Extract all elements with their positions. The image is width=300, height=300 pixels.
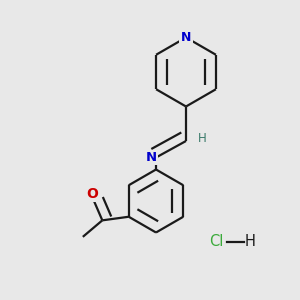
Text: H: H <box>245 234 256 249</box>
Text: O: O <box>86 187 98 201</box>
Text: Cl: Cl <box>209 234 223 249</box>
Text: N: N <box>181 31 191 44</box>
Text: H: H <box>198 132 207 145</box>
Text: N: N <box>146 151 157 164</box>
